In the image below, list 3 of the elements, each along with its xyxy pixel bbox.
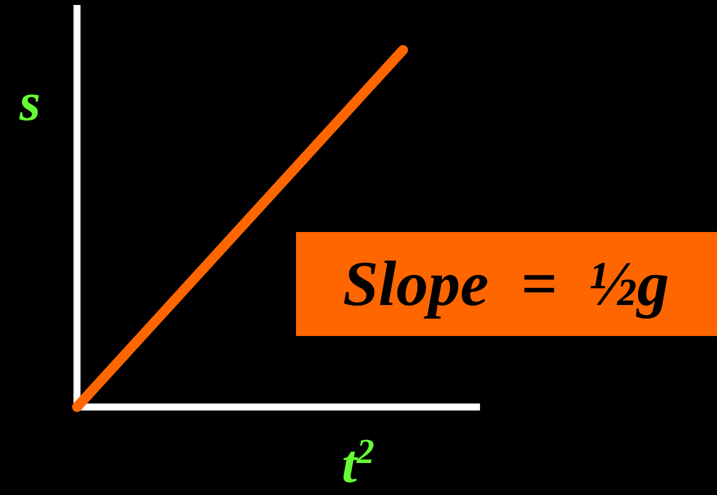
annotation: Slope = ½g (342, 248, 670, 319)
x-axis-title: t$^{2}$ (342, 432, 374, 494)
y-axis-title: s (18, 72, 41, 132)
